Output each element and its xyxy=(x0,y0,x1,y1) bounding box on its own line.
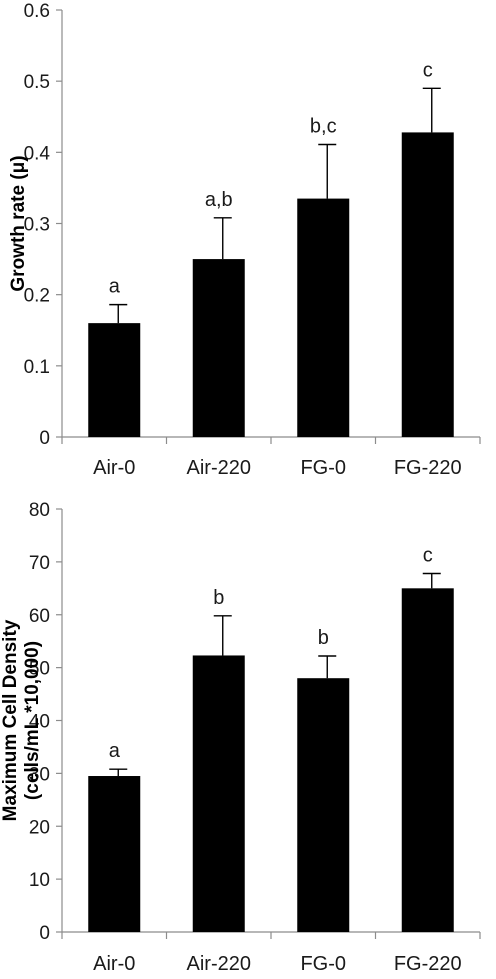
x-category-label: FG-220 xyxy=(394,457,462,479)
y-tick-label: 60 xyxy=(29,606,50,627)
y-tick-label: 0.4 xyxy=(24,143,51,164)
x-category-label: Air-220 xyxy=(187,953,251,975)
y-tick-label: 80 xyxy=(29,500,50,521)
bar-fg-0 xyxy=(297,678,350,932)
x-category-label: FG-220 xyxy=(394,953,462,975)
significance-label: c xyxy=(423,545,433,567)
growth-rate-chart: 0 0.1 0.2 0.3 0.4 0.5 0.6 a Air-0 a,b Air-220 b,c FG… xyxy=(8,1,481,479)
x-category-label: Air-220 xyxy=(187,457,251,479)
bar-fg-220 xyxy=(401,132,454,437)
y-tick-label: 30 xyxy=(29,764,50,785)
x-category-label: FG-0 xyxy=(300,457,346,479)
x-category-label: Air-0 xyxy=(93,953,135,975)
bar-air-220 xyxy=(192,655,245,932)
bar-fg-220 xyxy=(401,588,454,932)
y-tick-label: 0.1 xyxy=(24,357,50,378)
y-tick-label: 0 xyxy=(39,428,50,449)
significance-label: b xyxy=(318,627,329,649)
bar-air-0 xyxy=(88,776,141,932)
y-axis-title-line: Maximum Cell Density xyxy=(0,619,21,821)
bar-air-220 xyxy=(192,259,245,437)
cell-density-chart: 0 10 20 30 40 50 60 70 80 a Air-0 b Air-220 b FG-0 c FG-… xyxy=(0,500,481,975)
y-axis-title-line: Growth rate (μ) xyxy=(8,155,29,291)
y-tick-label: 20 xyxy=(29,817,50,838)
y-tick-label: 0.2 xyxy=(24,286,50,307)
y-axis-title-line: (cells/mL *10,000) xyxy=(22,641,43,800)
y-tick-label: 0.6 xyxy=(24,1,50,22)
bar-air-0 xyxy=(88,323,141,437)
y-tick-label: 70 xyxy=(29,553,50,574)
y-axis-title: Maximum Cell Density(cells/mL *10,000) xyxy=(0,619,43,821)
bar-fg-0 xyxy=(297,198,350,437)
y-tick-label: 50 xyxy=(29,659,50,680)
y-tick-label: 0.5 xyxy=(24,72,50,93)
x-category-label: FG-0 xyxy=(300,953,346,975)
significance-label: a,b xyxy=(205,189,233,211)
significance-label: a xyxy=(109,276,121,298)
significance-label: b xyxy=(213,587,224,609)
y-axis-title: Growth rate (μ) xyxy=(8,155,29,291)
significance-label: b,c xyxy=(310,116,337,138)
x-category-label: Air-0 xyxy=(93,457,135,479)
y-tick-label: 10 xyxy=(29,870,50,891)
y-tick-label: 40 xyxy=(29,712,50,733)
y-tick-label: 0.3 xyxy=(24,215,50,236)
significance-label: a xyxy=(109,740,121,762)
y-tick-label: 0 xyxy=(39,923,50,944)
significance-label: c xyxy=(423,59,433,81)
